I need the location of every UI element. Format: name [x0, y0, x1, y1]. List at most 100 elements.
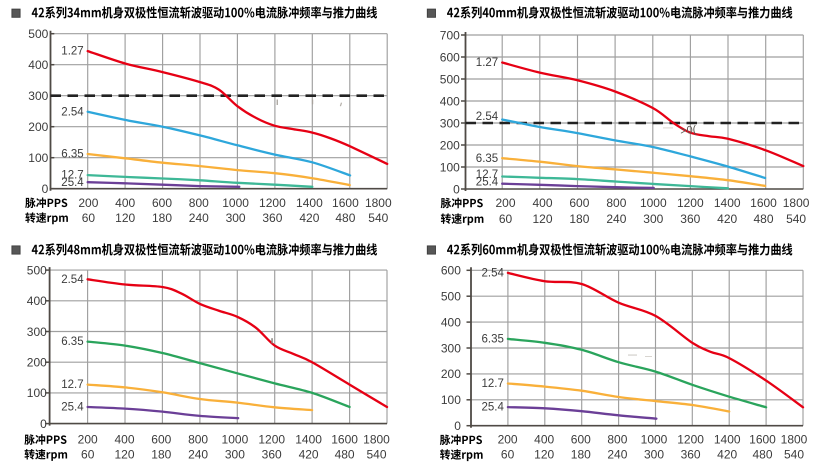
svg-text:2.54: 2.54 [482, 268, 505, 280]
svg-text:700: 700 [440, 28, 460, 42]
svg-text:240: 240 [189, 211, 209, 225]
svg-text:300: 300 [644, 448, 664, 462]
svg-text:180: 180 [571, 448, 591, 462]
svg-text:60: 60 [501, 448, 515, 462]
svg-text:1000: 1000 [222, 196, 249, 210]
svg-text:500: 500 [440, 72, 460, 86]
svg-text:1200: 1200 [259, 196, 286, 210]
svg-text:500: 500 [27, 263, 47, 277]
svg-text:0: 0 [42, 182, 49, 196]
svg-text:360: 360 [681, 448, 701, 462]
svg-text:2.54: 2.54 [61, 106, 84, 118]
svg-text:420: 420 [717, 212, 737, 226]
svg-text:420: 420 [299, 211, 319, 225]
svg-text:480: 480 [335, 211, 355, 225]
svg-text:200: 200 [78, 433, 98, 447]
svg-text:6.35: 6.35 [61, 149, 83, 161]
svg-text:500: 500 [28, 27, 48, 41]
svg-text:600: 600 [440, 50, 460, 64]
svg-text:1400: 1400 [296, 196, 323, 210]
svg-text:100: 100 [440, 160, 460, 174]
svg-text:480: 480 [752, 448, 772, 462]
svg-text:60: 60 [82, 211, 96, 225]
svg-text:1600: 1600 [750, 196, 777, 210]
svg-text:1400: 1400 [714, 196, 741, 210]
svg-text:400: 400 [27, 294, 47, 308]
svg-text:1800: 1800 [783, 196, 810, 210]
svg-text:400: 400 [441, 315, 461, 329]
svg-text:240: 240 [188, 447, 208, 461]
svg-text:100: 100 [28, 151, 48, 165]
svg-text:600: 600 [569, 196, 589, 210]
svg-text:1000: 1000 [222, 433, 249, 447]
svg-text:180: 180 [152, 211, 172, 225]
svg-text:400: 400 [115, 196, 135, 210]
svg-text:300: 300 [441, 341, 461, 355]
svg-text:200: 200 [28, 120, 48, 134]
svg-text:600: 600 [152, 196, 172, 210]
svg-text:420: 420 [717, 448, 737, 462]
svg-text:1.27: 1.27 [476, 57, 498, 69]
svg-text:6.35: 6.35 [476, 153, 498, 165]
svg-text:12.7: 12.7 [61, 170, 83, 182]
svg-text:1600: 1600 [331, 433, 358, 447]
svg-text:300: 300 [27, 325, 47, 339]
svg-text:2.54: 2.54 [61, 274, 84, 286]
svg-text:600: 600 [151, 433, 171, 447]
svg-text:420: 420 [299, 447, 319, 461]
svg-text:400: 400 [114, 433, 134, 447]
svg-text:300: 300 [225, 447, 245, 461]
svg-text:360: 360 [680, 212, 700, 226]
svg-text:200: 200 [27, 356, 47, 370]
svg-text:800: 800 [606, 196, 626, 210]
svg-text:180: 180 [151, 447, 171, 461]
svg-text:480: 480 [753, 212, 773, 226]
svg-text:540: 540 [368, 211, 388, 225]
svg-text:360: 360 [262, 211, 282, 225]
svg-text:300: 300 [28, 89, 48, 103]
svg-text:25.4: 25.4 [61, 177, 84, 189]
svg-text:1.27: 1.27 [61, 46, 83, 58]
svg-text:12.7: 12.7 [61, 379, 83, 391]
svg-text:120: 120 [532, 212, 552, 226]
svg-text:360: 360 [262, 447, 282, 461]
svg-text:0: 0 [453, 182, 460, 196]
svg-text:1200: 1200 [677, 433, 704, 447]
svg-text:200: 200 [498, 433, 518, 447]
svg-text:800: 800 [189, 196, 209, 210]
svg-text:12.7: 12.7 [476, 169, 498, 181]
svg-text:480: 480 [335, 447, 355, 461]
svg-text:1800: 1800 [365, 196, 392, 210]
svg-text:1600: 1600 [332, 196, 359, 210]
svg-text:60: 60 [499, 212, 513, 226]
svg-text:1800: 1800 [781, 433, 808, 447]
svg-text:200: 200 [441, 367, 461, 381]
svg-text:60: 60 [81, 447, 95, 461]
svg-text:200: 200 [495, 196, 515, 210]
svg-text:400: 400 [440, 94, 460, 108]
svg-text:400: 400 [534, 433, 554, 447]
svg-text:400: 400 [532, 196, 552, 210]
svg-text:1600: 1600 [749, 433, 776, 447]
svg-text:1000: 1000 [640, 196, 667, 210]
svg-text:240: 240 [607, 448, 627, 462]
svg-text:540: 540 [366, 447, 386, 461]
svg-text:1200: 1200 [258, 433, 285, 447]
svg-text:100: 100 [27, 386, 47, 400]
svg-text:25.4: 25.4 [482, 402, 505, 414]
svg-text:6.35: 6.35 [482, 334, 504, 346]
svg-text:500: 500 [441, 290, 461, 304]
svg-text:540: 540 [786, 212, 806, 226]
svg-text:400: 400 [28, 58, 48, 72]
svg-text:240: 240 [606, 212, 626, 226]
svg-text:100: 100 [441, 393, 461, 407]
svg-text:6.35: 6.35 [61, 336, 83, 348]
svg-text:300: 300 [643, 212, 663, 226]
svg-text:>0(: >0( [680, 124, 698, 138]
svg-text:120: 120 [115, 211, 135, 225]
svg-text:180: 180 [569, 212, 589, 226]
svg-text:1400: 1400 [295, 433, 322, 447]
svg-text:2.54: 2.54 [476, 111, 499, 123]
svg-text:12.7: 12.7 [482, 378, 504, 390]
svg-text:300: 300 [440, 116, 460, 130]
